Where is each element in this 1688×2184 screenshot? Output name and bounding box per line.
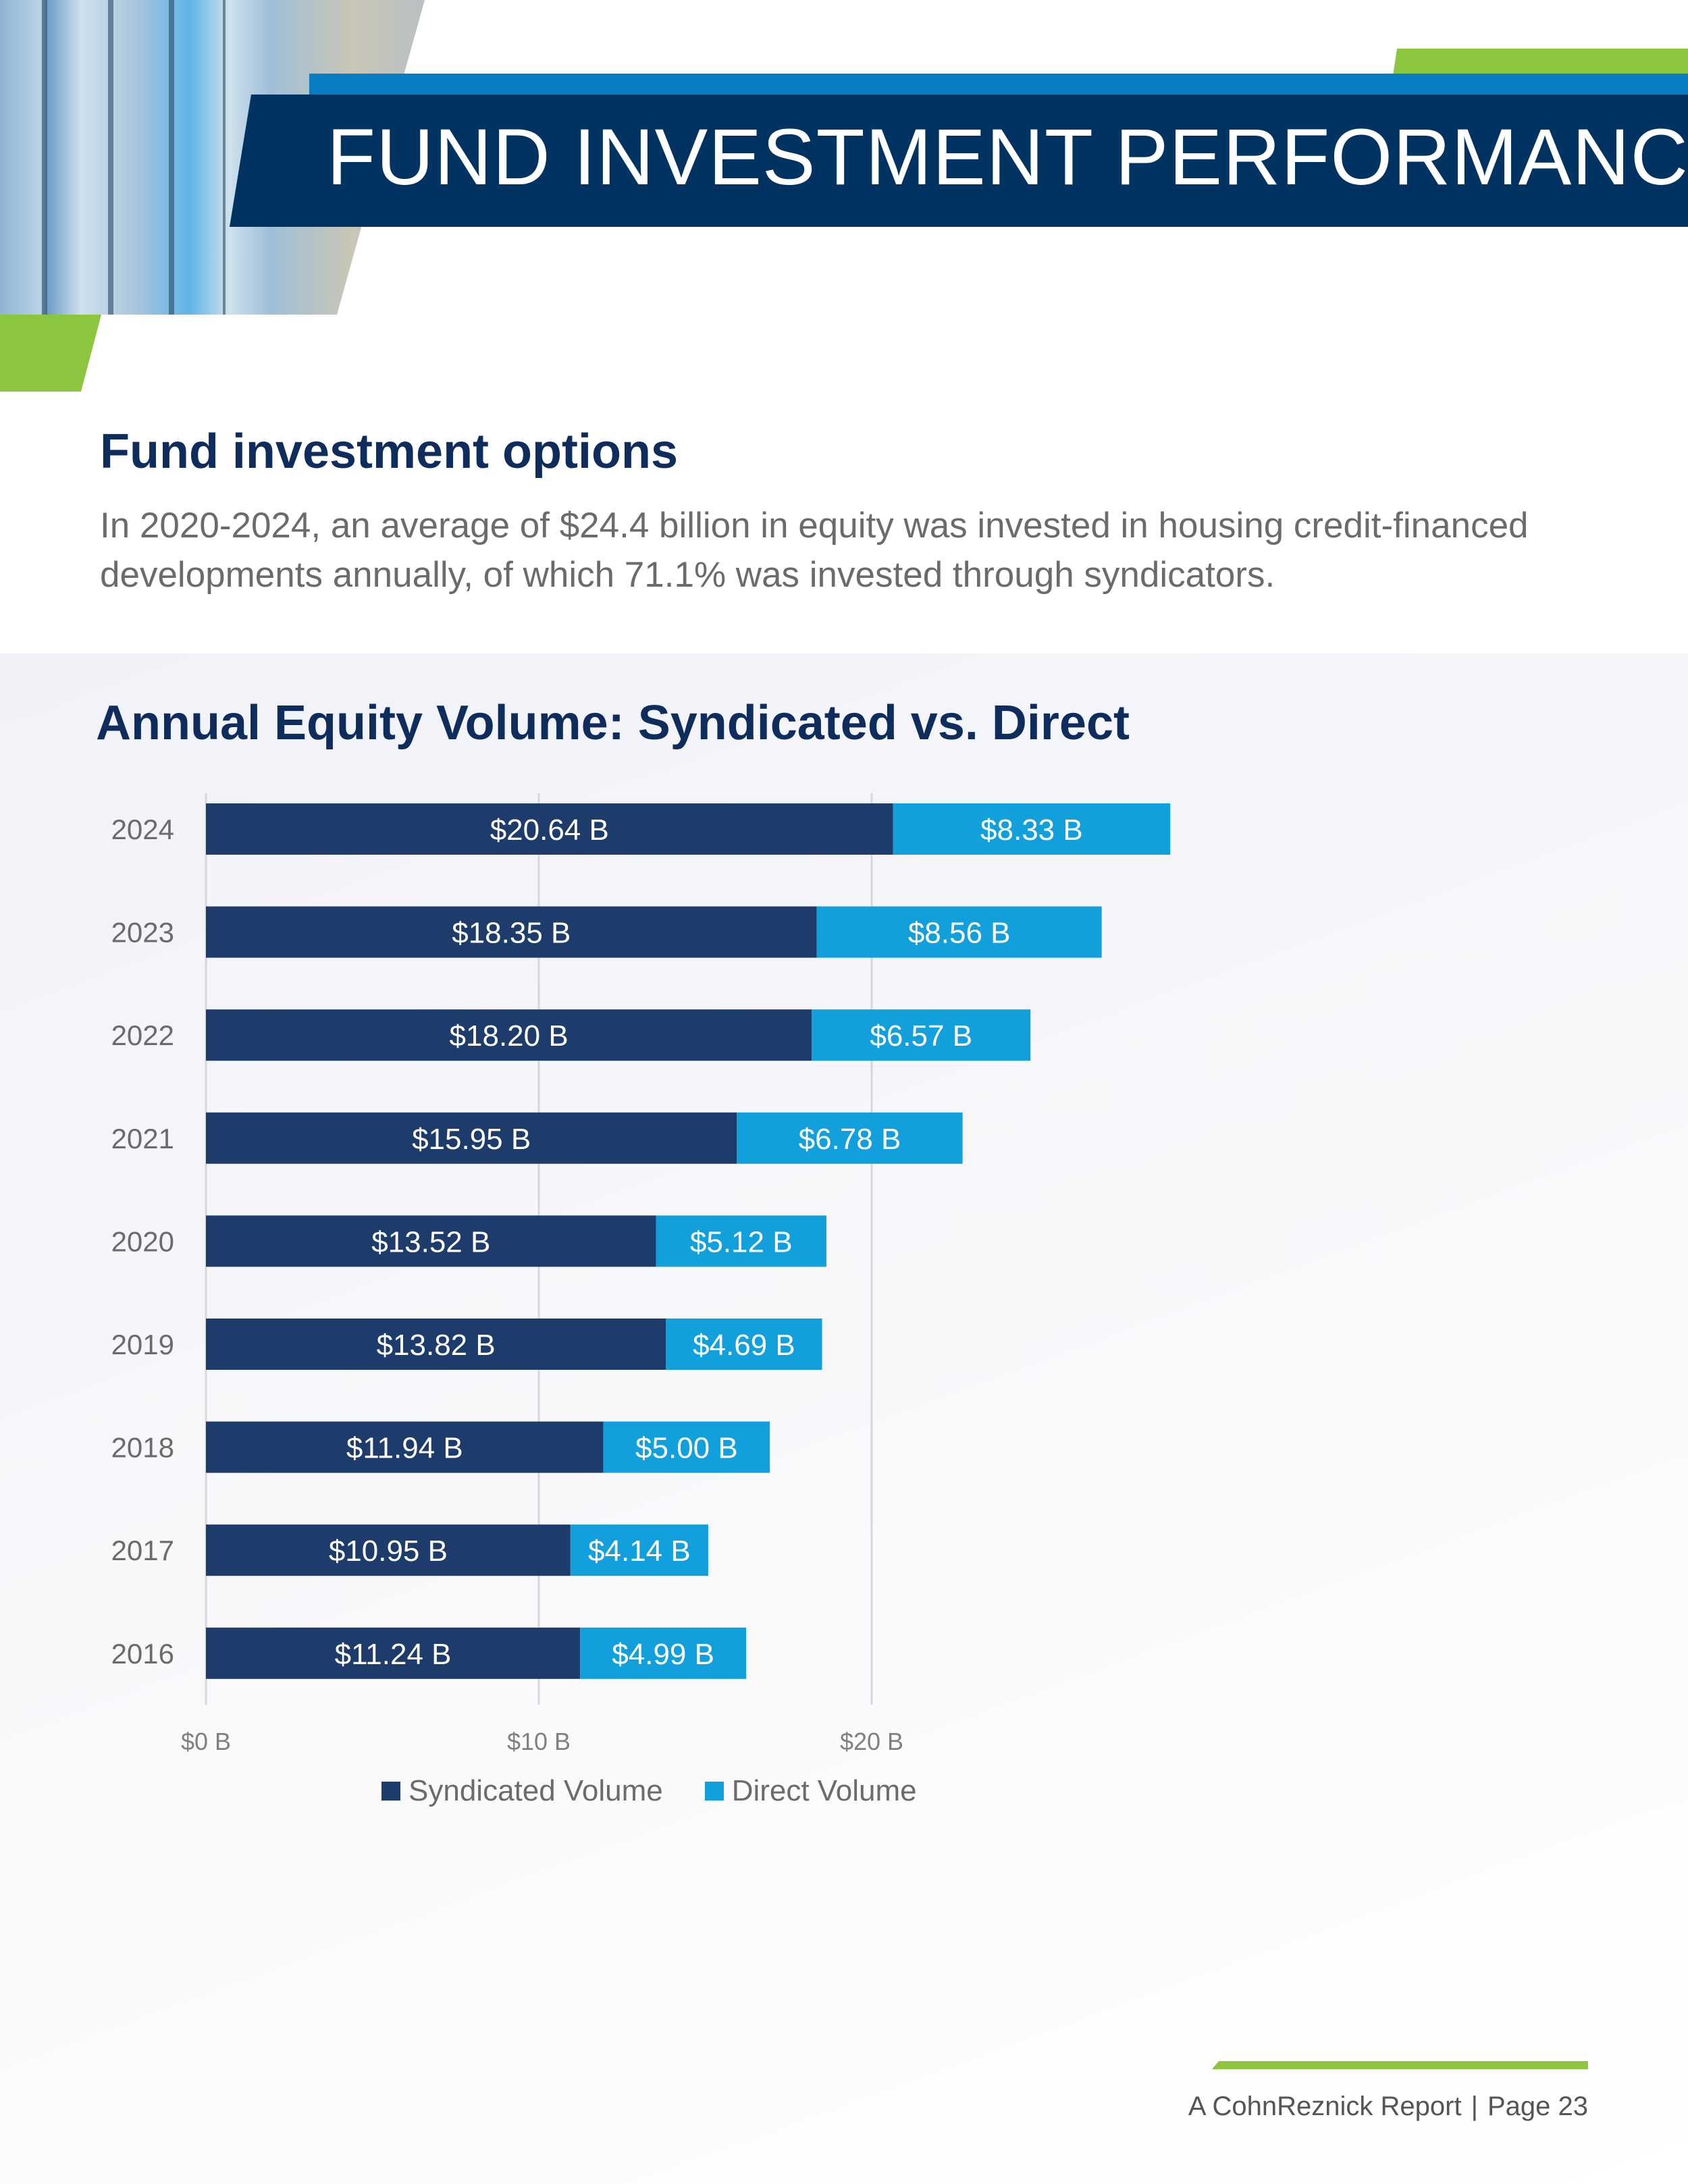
bar-direct xyxy=(656,1215,826,1267)
y-tick-label: 2024 xyxy=(111,814,174,845)
bar-syndicated xyxy=(206,1009,812,1061)
bar-syndicated xyxy=(206,1215,656,1267)
bar-label: $11.24 B xyxy=(335,1638,452,1671)
bar-label: $4.99 B xyxy=(612,1638,714,1671)
bar-label: $18.20 B xyxy=(450,1019,569,1053)
legend-item-syndicated: Syndicated Volume xyxy=(381,1774,663,1808)
green-accent-top-right xyxy=(1393,49,1688,76)
footer-report: A CohnReznick Report xyxy=(1188,2092,1462,2121)
bar-direct xyxy=(666,1319,822,1370)
bar-label: $6.78 B xyxy=(799,1123,901,1156)
bar-direct xyxy=(816,906,1102,958)
footer-accent-line xyxy=(1212,2061,1588,2069)
bar-label: $18.35 B xyxy=(452,917,571,950)
bar-direct xyxy=(737,1112,963,1164)
x-tick-label: $10 B xyxy=(507,1728,571,1755)
legend-item-direct: Direct Volume xyxy=(704,1774,917,1808)
footer-page: Page 23 xyxy=(1487,2092,1588,2121)
bar-label: $20.64 B xyxy=(490,814,609,847)
y-tick-label: 2020 xyxy=(111,1225,174,1257)
bar-label: $10.95 B xyxy=(329,1535,448,1568)
legend-swatch-syndicated xyxy=(381,1782,400,1801)
bar-direct xyxy=(580,1627,747,1679)
bar-syndicated xyxy=(206,1319,666,1370)
bar-label: $5.12 B xyxy=(690,1225,793,1258)
bar-label: $4.14 B xyxy=(588,1535,691,1568)
page-title: FUND INVESTMENT PERFORMANCE xyxy=(327,113,1688,202)
bar-label: $8.56 B xyxy=(908,917,1011,950)
y-tick-label: 2017 xyxy=(111,1535,174,1566)
legend: Syndicated Volume Direct Volume xyxy=(381,1774,917,1808)
y-tick-label: 2023 xyxy=(111,917,174,949)
bar-direct xyxy=(893,803,1171,855)
bar-syndicated xyxy=(206,1421,604,1473)
y-tick-label: 2019 xyxy=(111,1329,174,1360)
y-tick-label: 2021 xyxy=(111,1123,174,1154)
bar-label: $15.95 B xyxy=(412,1123,531,1156)
legend-swatch-direct xyxy=(704,1782,724,1801)
x-tick-label: $20 B xyxy=(840,1728,903,1755)
bar-label: $13.52 B xyxy=(371,1225,490,1258)
bar-syndicated xyxy=(206,906,817,958)
footer: A CohnReznick Report | Page 23 xyxy=(1148,2092,1588,2122)
legend-label-syndicated: Syndicated Volume xyxy=(408,1774,663,1807)
bar-syndicated xyxy=(206,1524,571,1576)
footer-separator: | xyxy=(1471,2092,1478,2121)
y-tick-label: 2018 xyxy=(111,1432,174,1464)
bar-label: $4.69 B xyxy=(693,1329,795,1362)
bar-syndicated xyxy=(206,803,893,855)
section-body: In 2020-2024, an average of $24.4 billio… xyxy=(100,506,1529,595)
legend-label-direct: Direct Volume xyxy=(731,1774,917,1807)
bar-syndicated xyxy=(206,1112,737,1164)
chart-title: Annual Equity Volume: Syndicated vs. Dir… xyxy=(96,696,1130,750)
bar-label: $5.00 B xyxy=(635,1432,738,1465)
blue-accent-strip xyxy=(309,74,1688,97)
bar-label: $13.82 B xyxy=(377,1329,496,1362)
x-tick-label: $0 B xyxy=(181,1728,231,1755)
y-tick-label: 2022 xyxy=(111,1019,174,1051)
bar-syndicated xyxy=(206,1627,581,1679)
y-tick-label: 2016 xyxy=(111,1638,174,1670)
bar-direct xyxy=(570,1524,708,1576)
bar-label: $8.33 B xyxy=(980,814,1083,847)
title-band xyxy=(230,95,1688,227)
section-heading: Fund investment options xyxy=(100,425,678,479)
bar-label: $6.57 B xyxy=(870,1019,972,1053)
bar-direct xyxy=(812,1009,1031,1061)
bar-label: $11.94 B xyxy=(346,1432,463,1465)
bar-direct xyxy=(603,1421,770,1473)
green-accent-bottom-left xyxy=(0,315,101,392)
